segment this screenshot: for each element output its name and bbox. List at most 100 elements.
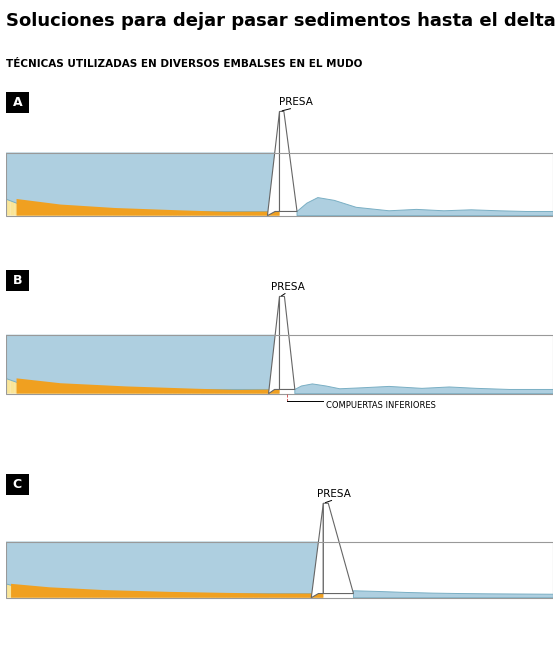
Polygon shape — [135, 584, 140, 598]
Polygon shape — [191, 383, 196, 394]
Polygon shape — [113, 582, 119, 598]
Polygon shape — [210, 385, 215, 394]
Polygon shape — [75, 196, 80, 216]
Polygon shape — [38, 372, 42, 394]
Polygon shape — [280, 297, 295, 389]
Polygon shape — [264, 591, 269, 598]
Polygon shape — [149, 201, 154, 216]
Polygon shape — [318, 593, 323, 598]
Polygon shape — [98, 377, 103, 394]
Polygon shape — [247, 209, 252, 216]
Text: Soluciones para dejar pasar sedimentos hasta el delta: Soluciones para dejar pasar sedimentos h… — [6, 12, 555, 31]
Polygon shape — [252, 387, 256, 394]
Polygon shape — [24, 372, 29, 394]
Polygon shape — [15, 371, 20, 394]
Polygon shape — [108, 198, 112, 216]
Polygon shape — [140, 201, 145, 216]
Polygon shape — [97, 582, 102, 598]
Polygon shape — [275, 389, 280, 394]
Polygon shape — [221, 588, 226, 598]
Polygon shape — [145, 201, 149, 216]
Polygon shape — [238, 387, 243, 394]
Polygon shape — [122, 200, 126, 216]
Polygon shape — [122, 378, 126, 394]
Text: A: A — [12, 96, 22, 109]
Polygon shape — [56, 194, 61, 216]
Polygon shape — [32, 578, 38, 598]
Polygon shape — [49, 579, 54, 598]
Polygon shape — [145, 584, 151, 598]
Polygon shape — [136, 379, 140, 394]
Polygon shape — [232, 589, 237, 598]
Polygon shape — [196, 205, 201, 216]
Polygon shape — [200, 587, 205, 598]
Polygon shape — [291, 592, 296, 598]
Polygon shape — [162, 585, 167, 598]
Polygon shape — [267, 111, 280, 216]
Polygon shape — [66, 374, 70, 394]
Polygon shape — [224, 385, 229, 394]
Polygon shape — [215, 385, 219, 394]
Polygon shape — [275, 211, 280, 216]
Polygon shape — [302, 593, 307, 598]
Polygon shape — [140, 584, 145, 598]
Polygon shape — [98, 198, 103, 216]
Text: COMPUERTAS INFERIORES: COMPUERTAS INFERIORES — [326, 401, 436, 410]
Polygon shape — [108, 582, 113, 598]
Polygon shape — [6, 370, 10, 394]
Polygon shape — [163, 203, 168, 216]
Polygon shape — [248, 589, 253, 598]
Polygon shape — [243, 387, 247, 394]
Polygon shape — [11, 584, 323, 598]
Polygon shape — [112, 199, 117, 216]
Polygon shape — [219, 385, 224, 394]
Polygon shape — [323, 503, 353, 593]
Polygon shape — [224, 207, 229, 216]
Polygon shape — [205, 384, 210, 394]
Polygon shape — [11, 577, 16, 598]
Polygon shape — [42, 194, 48, 216]
Polygon shape — [270, 211, 275, 216]
Polygon shape — [48, 194, 52, 216]
Polygon shape — [275, 591, 280, 598]
Polygon shape — [149, 380, 154, 394]
Polygon shape — [54, 580, 59, 598]
Polygon shape — [126, 379, 131, 394]
Polygon shape — [38, 193, 42, 216]
Polygon shape — [297, 198, 553, 216]
Polygon shape — [219, 207, 224, 216]
Polygon shape — [205, 206, 210, 216]
Polygon shape — [167, 585, 173, 598]
Bar — [6, 335, 553, 394]
Polygon shape — [252, 209, 256, 216]
Polygon shape — [182, 204, 187, 216]
Polygon shape — [182, 383, 187, 394]
Polygon shape — [38, 578, 43, 598]
Polygon shape — [102, 582, 108, 598]
Polygon shape — [233, 386, 238, 394]
Polygon shape — [168, 203, 173, 216]
Polygon shape — [70, 580, 75, 598]
Text: TÉCNICAS UTILIZADAS EN DIVERSOS EMBALSES EN EL MUDO: TÉCNICAS UTILIZADAS EN DIVERSOS EMBALSES… — [6, 59, 362, 69]
Polygon shape — [75, 580, 81, 598]
Polygon shape — [261, 388, 266, 394]
Polygon shape — [27, 578, 32, 598]
Polygon shape — [177, 203, 182, 216]
Polygon shape — [280, 111, 297, 211]
Polygon shape — [163, 381, 168, 394]
Polygon shape — [189, 587, 194, 598]
Polygon shape — [65, 580, 70, 598]
Polygon shape — [154, 202, 159, 216]
Polygon shape — [210, 206, 215, 216]
Polygon shape — [81, 581, 87, 598]
Polygon shape — [183, 586, 189, 598]
Text: B: B — [13, 274, 22, 287]
Polygon shape — [15, 191, 20, 216]
Polygon shape — [16, 578, 22, 598]
Polygon shape — [10, 191, 15, 216]
Polygon shape — [89, 376, 94, 394]
Polygon shape — [70, 375, 75, 394]
Polygon shape — [61, 374, 66, 394]
Polygon shape — [92, 582, 97, 598]
Polygon shape — [124, 583, 130, 598]
